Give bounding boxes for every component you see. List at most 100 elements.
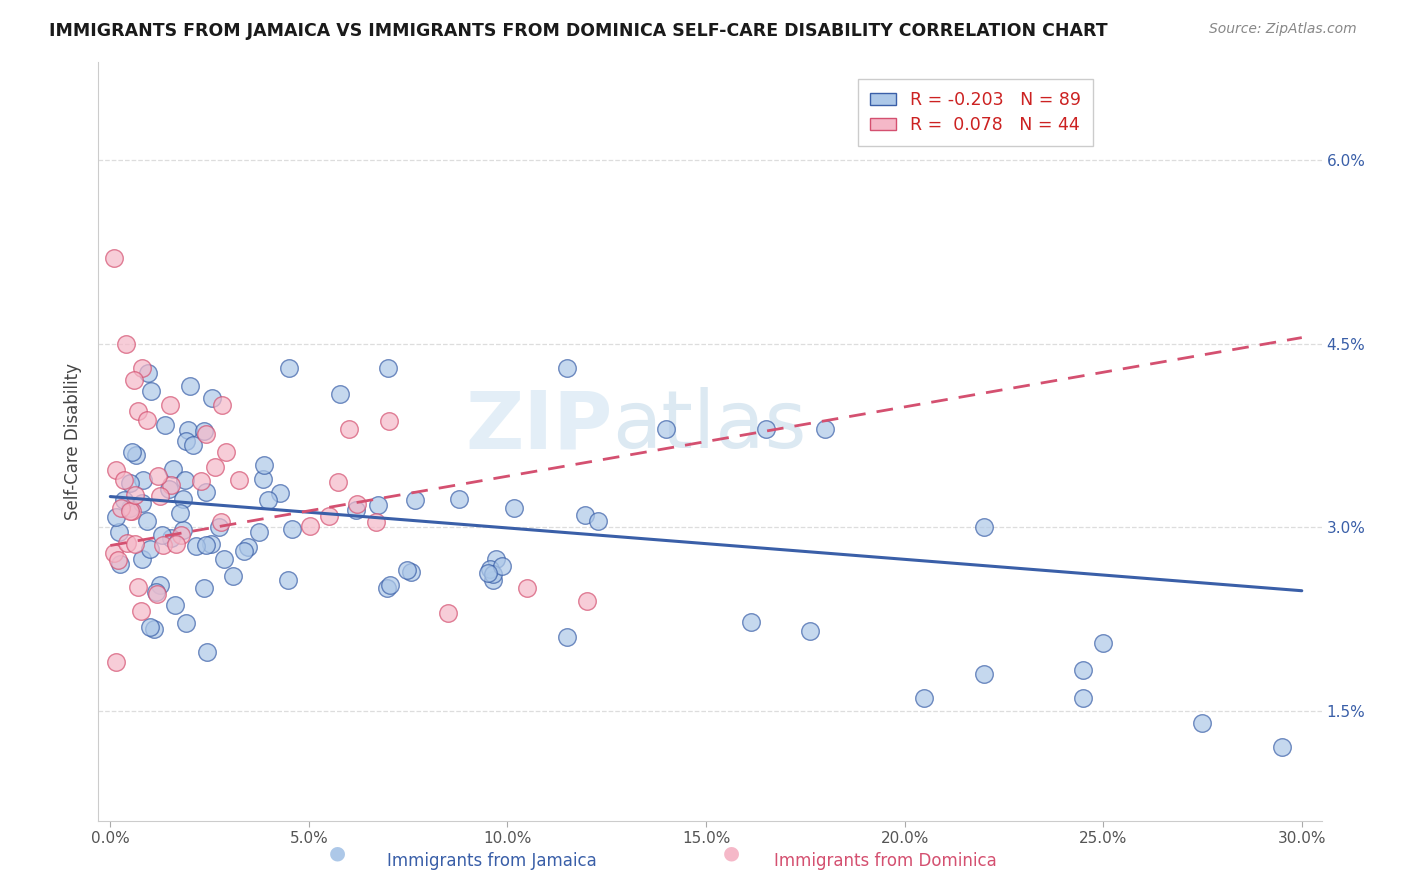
Point	[110, 500, 132, 515]
Point	[344, 502, 367, 516]
Point	[159, 398, 181, 412]
Legend: R = -0.203   N = 89, R =  0.078   N = 44: R = -0.203 N = 89, R = 0.078 N = 44	[858, 78, 1092, 146]
Point	[145, 584, 167, 599]
Point	[378, 414, 401, 428]
Point	[174, 434, 197, 448]
Point	[814, 422, 837, 436]
Point	[163, 598, 186, 612]
Point	[1191, 715, 1213, 730]
Point	[277, 573, 299, 587]
Point	[146, 586, 169, 600]
Point	[115, 535, 138, 549]
Point	[399, 566, 422, 580]
Text: Source: ZipAtlas.com: Source: ZipAtlas.com	[1209, 22, 1357, 37]
Point	[799, 624, 821, 639]
Point	[142, 622, 165, 636]
Point	[236, 540, 259, 554]
Point	[193, 581, 215, 595]
Point	[228, 473, 250, 487]
Point	[153, 417, 176, 432]
Point	[479, 562, 502, 576]
Point	[194, 427, 217, 442]
Point	[555, 630, 578, 644]
Point	[502, 501, 524, 516]
Point	[211, 398, 233, 412]
Point	[157, 482, 180, 496]
Point	[516, 582, 538, 596]
Text: IMMIGRANTS FROM JAMAICA VS IMMIGRANTS FROM DOMINICA SELF-CARE DISABILITY CORRELA: IMMIGRANTS FROM JAMAICA VS IMMIGRANTS FR…	[49, 22, 1108, 40]
Point	[575, 593, 598, 607]
Point	[112, 473, 135, 487]
Point	[221, 568, 243, 582]
Point	[103, 545, 125, 559]
Point	[555, 361, 578, 376]
Point	[337, 422, 360, 436]
Point	[138, 619, 160, 633]
Point	[132, 473, 155, 487]
Point	[118, 504, 141, 518]
Point	[195, 645, 218, 659]
Point	[124, 488, 146, 502]
Point	[127, 581, 149, 595]
Point	[172, 523, 194, 537]
Point	[148, 468, 170, 483]
Text: ●: ●	[329, 844, 346, 863]
Point	[139, 541, 162, 556]
Point	[204, 460, 226, 475]
Point	[165, 537, 187, 551]
Point	[179, 378, 201, 392]
Point	[122, 373, 145, 387]
Point	[170, 528, 193, 542]
Point	[482, 573, 505, 587]
Point	[973, 520, 995, 534]
Point	[755, 422, 778, 436]
Point	[124, 537, 146, 551]
Point	[141, 384, 163, 398]
Point	[914, 691, 936, 706]
Point	[149, 489, 172, 503]
Point	[208, 520, 231, 534]
Point	[186, 540, 208, 554]
Point	[152, 538, 174, 552]
Point	[169, 507, 191, 521]
Point	[193, 425, 215, 439]
Point	[477, 566, 499, 580]
Point	[138, 366, 160, 380]
Point	[135, 413, 157, 427]
Point	[152, 527, 174, 541]
Point	[173, 473, 195, 487]
Point	[131, 361, 153, 376]
Y-axis label: Self-Care Disability: Self-Care Disability	[65, 363, 83, 520]
Point	[200, 537, 222, 551]
Text: ●: ●	[723, 844, 740, 863]
Point	[328, 475, 350, 489]
Point	[232, 544, 254, 558]
Point	[215, 444, 238, 458]
Point	[346, 497, 368, 511]
Point	[105, 510, 128, 524]
Point	[247, 524, 270, 539]
Point	[256, 493, 278, 508]
Point	[449, 491, 471, 506]
Point	[1073, 663, 1095, 677]
Point	[105, 655, 128, 669]
Point	[367, 498, 389, 512]
Text: atlas: atlas	[612, 387, 807, 466]
Point	[121, 504, 143, 518]
Point	[281, 522, 304, 536]
Point	[437, 606, 460, 620]
Point	[160, 531, 183, 545]
Point	[252, 472, 274, 486]
Point	[127, 404, 149, 418]
Text: ZIP: ZIP	[465, 387, 612, 466]
Point	[108, 524, 131, 539]
Point	[149, 578, 172, 592]
Point	[366, 515, 388, 529]
Point	[112, 493, 135, 508]
Point	[278, 361, 301, 376]
Point	[740, 615, 762, 629]
Point	[588, 514, 610, 528]
Point	[136, 514, 159, 528]
Point	[159, 478, 181, 492]
Point	[212, 552, 235, 566]
